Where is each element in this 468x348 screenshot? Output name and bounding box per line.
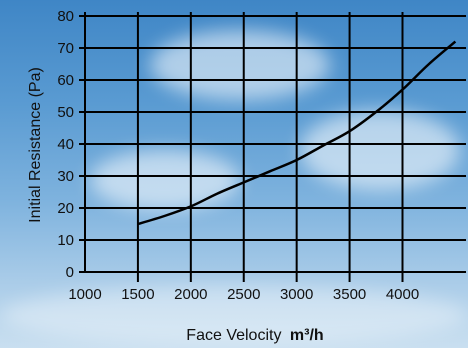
y-tick-label: 60 — [57, 72, 74, 89]
x-tick-label: 2000 — [174, 286, 207, 303]
y-tick-label: 50 — [57, 104, 74, 121]
grid — [79, 12, 466, 282]
y-tick-label: 80 — [57, 8, 74, 25]
cloud — [90, 150, 240, 210]
y-tick-label: 30 — [57, 168, 74, 185]
x-tick-labels: 1000 1500 2000 2500 3000 3500 4000 — [68, 286, 419, 303]
series-layer — [137, 40, 457, 226]
x-tick-label: 4000 — [386, 286, 419, 303]
axes — [79, 12, 466, 273]
x-tick-label: 2500 — [227, 286, 260, 303]
y-tick-label: 20 — [57, 200, 74, 217]
x-tick-label: 1000 — [68, 286, 101, 303]
y-axis-title: Initial Resistance (Pa) — [27, 67, 44, 223]
y-tick-label: 0 — [66, 264, 74, 281]
x-tick-label: 3000 — [280, 286, 313, 303]
y-tick-label: 40 — [57, 136, 74, 153]
x-tick-label: 3500 — [333, 286, 366, 303]
series-line — [137, 40, 457, 226]
y-tick-labels: 0 10 20 30 40 50 60 70 80 — [57, 8, 74, 281]
cloud — [0, 285, 468, 345]
y-tick-label: 70 — [57, 40, 74, 57]
x-axis-title: Face Velocity m³/h — [186, 327, 323, 344]
x-tick-label: 1500 — [121, 286, 154, 303]
x-axis-unit: m³/h — [290, 327, 324, 344]
y-tick-label: 10 — [57, 232, 74, 249]
cloud — [150, 30, 330, 100]
x-axis-label: Face Velocity — [186, 327, 281, 344]
